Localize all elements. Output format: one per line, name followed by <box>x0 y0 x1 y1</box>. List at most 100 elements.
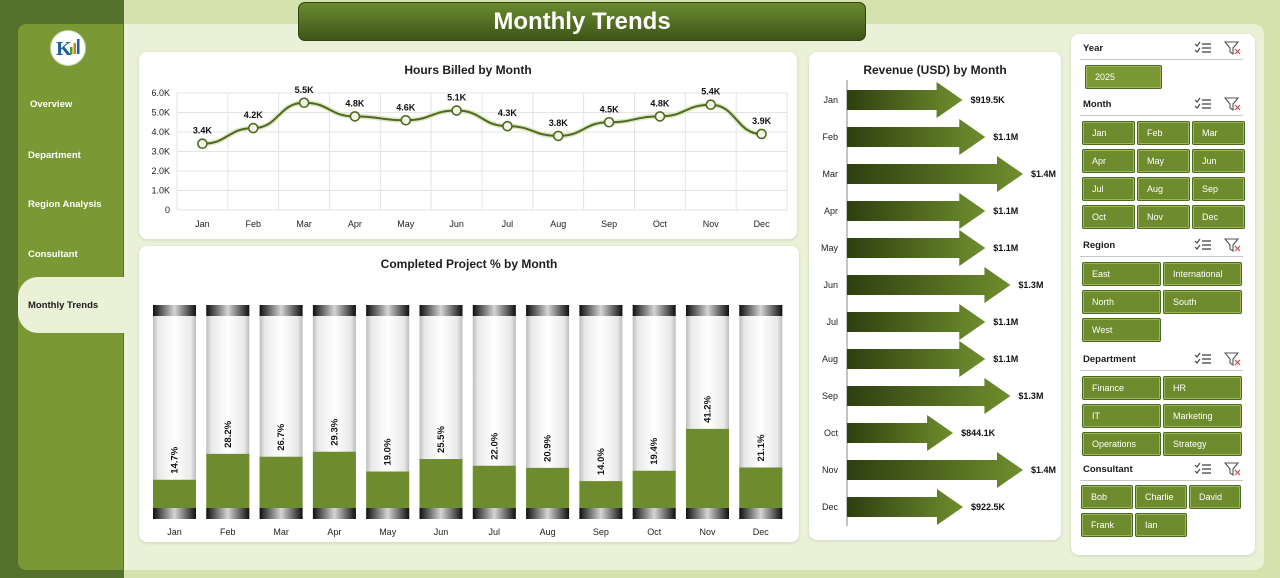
month-slicer-item-jan[interactable]: Jan <box>1082 121 1135 145</box>
revenue-arrow <box>847 452 1023 488</box>
multi-select-icon[interactable] <box>1194 462 1212 476</box>
hours-data-point <box>451 105 462 116</box>
completed-x-tick: Jan <box>167 527 182 537</box>
sidebar-item-overview[interactable]: Overview <box>30 98 73 110</box>
consultant-slicer-item-david[interactable]: David <box>1189 485 1241 509</box>
completed-bar-fill <box>739 467 783 508</box>
completed-data-label: 25.5% <box>436 426 447 453</box>
completed-data-label: 29.3% <box>329 418 340 445</box>
completed-bar-cap-top <box>526 305 570 316</box>
clear-filter-icon[interactable] <box>1223 352 1242 367</box>
completed-x-tick: Jun <box>434 527 449 537</box>
revenue-y-tick: Sep <box>822 391 838 401</box>
hours-data-label: 4.5K <box>600 104 620 114</box>
revenue-arrow <box>847 415 954 451</box>
completed-project-card: Completed Project % by Month 14.7% Jan 28.… <box>139 246 799 542</box>
revenue-y-tick: Feb <box>822 132 838 142</box>
month-slicer-item-nov[interactable]: Nov <box>1137 205 1190 229</box>
clear-filter-icon[interactable] <box>1223 238 1242 253</box>
completed-bar-fill <box>366 471 410 508</box>
department-slicer-item-operations[interactable]: Operations <box>1082 432 1161 456</box>
consultant-slicer-item-charlie[interactable]: Charlie <box>1135 485 1187 509</box>
consultant-slicer-item-bob[interactable]: Bob <box>1081 485 1133 509</box>
clear-filter-icon[interactable] <box>1223 97 1242 112</box>
region-slicer-item-international[interactable]: International <box>1163 262 1242 286</box>
month-slicer-item-feb[interactable]: Feb <box>1137 121 1190 145</box>
hours-y-tick: 0 <box>165 205 170 215</box>
month-slicer-item-aug[interactable]: Aug <box>1137 177 1190 201</box>
month-slicer-item-jun[interactable]: Jun <box>1192 149 1245 173</box>
hours-data-point <box>298 97 310 109</box>
month-slicer-item-jul[interactable]: Jul <box>1082 177 1135 201</box>
multi-select-icon[interactable] <box>1194 352 1212 366</box>
revenue-data-label: $1.1M <box>993 317 1018 327</box>
hours-data-point <box>603 116 615 128</box>
month-slicer-item-may[interactable]: May <box>1137 149 1190 173</box>
clear-filter-icon[interactable] <box>1223 462 1242 477</box>
hours-data-label: 5.4K <box>701 87 721 97</box>
sidebar-item-monthly-trends[interactable]: Monthly Trends <box>18 277 124 333</box>
completed-bar-cap-top <box>632 305 676 316</box>
department-slicer-title: Department <box>1083 354 1136 365</box>
department-slicer-item-marketing[interactable]: Marketing <box>1163 404 1242 428</box>
hours-y-tick: 5.0K <box>151 108 170 118</box>
department-slicer-item-hr[interactable]: HR <box>1163 376 1242 400</box>
revenue-y-tick: Mar <box>823 169 839 179</box>
consultant-slicer-divider <box>1080 480 1243 481</box>
completed-bar-fill <box>526 467 570 508</box>
revenue-data-label: $1.3M <box>1018 391 1043 401</box>
svg-text:K: K <box>56 38 72 60</box>
month-slicer-item-apr[interactable]: Apr <box>1082 149 1135 173</box>
revenue-data-label: $922.5K <box>971 502 1006 512</box>
region-slicer-item-north[interactable]: North <box>1082 290 1161 314</box>
completed-project-chart: 14.7% Jan 28.2% Feb 26.7% Mar 29.3% Apr 19.0% May… <box>153 305 783 537</box>
company-logo: K <box>50 30 86 66</box>
hours-data-label: 4.8K <box>345 98 365 108</box>
month-slicer-item-oct[interactable]: Oct <box>1082 205 1135 229</box>
multi-select-icon[interactable] <box>1194 97 1212 111</box>
completed-bar-cap-bottom <box>153 508 196 519</box>
completed-bar-cap-bottom <box>472 508 516 519</box>
department-slicer-item-strategy[interactable]: Strategy <box>1163 432 1242 456</box>
completed-x-tick: Feb <box>220 527 236 537</box>
revenue-data-label: $1.4M <box>1031 169 1056 179</box>
hours-x-tick: Jun <box>449 219 464 229</box>
completed-data-label: 26.7% <box>276 423 287 450</box>
completed-data-label: 41.2% <box>703 395 714 422</box>
multi-select-icon[interactable] <box>1194 41 1212 55</box>
department-slicer-item-finance[interactable]: Finance <box>1082 376 1161 400</box>
logo-icon: K <box>56 38 80 60</box>
month-slicer-item-dec[interactable]: Dec <box>1192 205 1245 229</box>
completed-bar-cap-top <box>259 305 303 316</box>
completed-data-label: 20.9% <box>543 434 554 461</box>
region-slicer-item-south[interactable]: South <box>1163 290 1242 314</box>
multi-select-icon[interactable] <box>1194 238 1212 252</box>
month-slicer-item-sep[interactable]: Sep <box>1192 177 1245 201</box>
region-slicer-item-east[interactable]: East <box>1082 262 1161 286</box>
consultant-slicer-item-frank[interactable]: Frank <box>1081 513 1133 537</box>
sidebar-item-department[interactable]: Department <box>28 149 81 161</box>
year-slicer-title: Year <box>1083 43 1104 54</box>
hours-data-label: 5.1K <box>447 93 467 103</box>
completed-x-tick: Nov <box>699 527 716 537</box>
revenue-data-label: $1.3M <box>1018 280 1043 290</box>
consultant-slicer-item-ian[interactable]: Ian <box>1135 513 1187 537</box>
hours-billed-chart: 6.0K 5.0K 4.0K 3.0K 2.0K 1.0K 0 3.4K Jan 4.2K Feb 5… <box>151 85 788 229</box>
hours-data-label: 4.3K <box>498 108 518 118</box>
hours-data-label: 3.8K <box>549 118 569 128</box>
clear-filter-icon[interactable] <box>1223 41 1242 56</box>
region-slicer-item-west[interactable]: West <box>1082 318 1161 342</box>
consultant-slicer-title: Consultant <box>1083 464 1133 475</box>
hours-data-label: 3.4K <box>193 126 213 136</box>
completed-bar-fill <box>259 456 303 508</box>
year-slicer-item-2025[interactable]: 2025 <box>1085 65 1162 89</box>
department-slicer-item-it[interactable]: IT <box>1082 404 1161 428</box>
revenue-y-tick: Aug <box>822 354 838 364</box>
month-slicer-item-mar[interactable]: Mar <box>1192 121 1245 145</box>
completed-bar-cap-bottom <box>739 508 783 519</box>
sidebar-item-consultant[interactable]: Consultant <box>28 248 78 260</box>
hours-x-tick: Mar <box>296 219 312 229</box>
completed-bar-cap-bottom <box>312 508 356 519</box>
sidebar-item-region-analysis[interactable]: Region Analysis <box>28 198 102 210</box>
year-slicer-divider <box>1080 59 1243 60</box>
